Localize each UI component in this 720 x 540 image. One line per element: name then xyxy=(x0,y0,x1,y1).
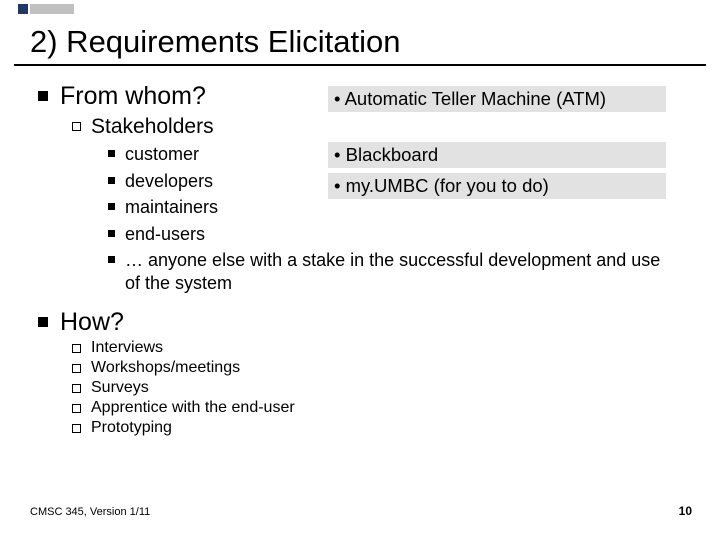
bullet-l2-how-item: Surveys xyxy=(72,379,690,397)
bullet-text: Apprentice with the end-user xyxy=(91,399,295,417)
hollow-square-icon xyxy=(72,384,81,393)
bullet-text: How? xyxy=(60,308,124,337)
bullet-text: Prototyping xyxy=(91,419,172,437)
bullet-l2-stakeholders: Stakeholders xyxy=(72,115,690,139)
footer-page-number: 10 xyxy=(679,504,692,518)
filled-square-icon xyxy=(108,203,115,210)
filled-square-icon xyxy=(38,91,48,101)
bullet-l3: customer xyxy=(108,143,690,166)
bullet-l3: end-users xyxy=(108,223,690,246)
bullet-text: Interviews xyxy=(91,339,163,357)
hollow-square-icon xyxy=(72,424,81,433)
bullet-l1-from-whom: From whom? xyxy=(38,82,690,111)
filled-square-icon xyxy=(108,230,115,237)
slide: 2) Requirements Elicitation • Automatic … xyxy=(0,0,720,540)
bullet-l3: maintainers xyxy=(108,196,690,219)
hollow-square-icon xyxy=(72,364,81,373)
slide-body: From whom? Stakeholders customer develop… xyxy=(38,76,690,437)
bullet-l3: developers xyxy=(108,170,690,193)
bullet-l1-how: How? xyxy=(38,308,690,337)
bullet-l3: … anyone else with a stake in the succes… xyxy=(108,249,690,294)
bullet-text: customer xyxy=(125,143,199,166)
bullet-text: Workshops/meetings xyxy=(91,359,240,377)
bullet-text: developers xyxy=(125,170,213,193)
bullet-l2-how-item: Interviews xyxy=(72,339,690,357)
filled-square-icon xyxy=(108,256,115,263)
filled-square-icon xyxy=(108,177,115,184)
accent-bar xyxy=(0,0,720,18)
slide-title: 2) Requirements Elicitation xyxy=(30,24,400,60)
filled-square-icon xyxy=(38,317,48,327)
bullet-text: Surveys xyxy=(91,379,149,397)
hollow-square-icon xyxy=(72,404,81,413)
filled-square-icon xyxy=(108,150,115,157)
bullet-text: end-users xyxy=(125,223,205,246)
bullet-text: From whom? xyxy=(60,82,206,111)
footer-course: CMSC 345, Version 1/11 xyxy=(30,506,150,518)
bullet-l2-how-item: Prototyping xyxy=(72,419,690,437)
bullet-text: … anyone else with a stake in the succes… xyxy=(125,249,665,294)
hollow-square-icon xyxy=(72,344,81,353)
bullet-text: Stakeholders xyxy=(91,115,214,139)
bullet-l2-how-item: Apprentice with the end-user xyxy=(72,399,690,417)
bullet-l2-how-item: Workshops/meetings xyxy=(72,359,690,377)
bullet-text: maintainers xyxy=(125,196,218,219)
accent-square-icon xyxy=(18,4,28,14)
title-underline xyxy=(14,64,706,66)
accent-strip-icon xyxy=(30,4,74,14)
hollow-square-icon xyxy=(72,122,81,131)
